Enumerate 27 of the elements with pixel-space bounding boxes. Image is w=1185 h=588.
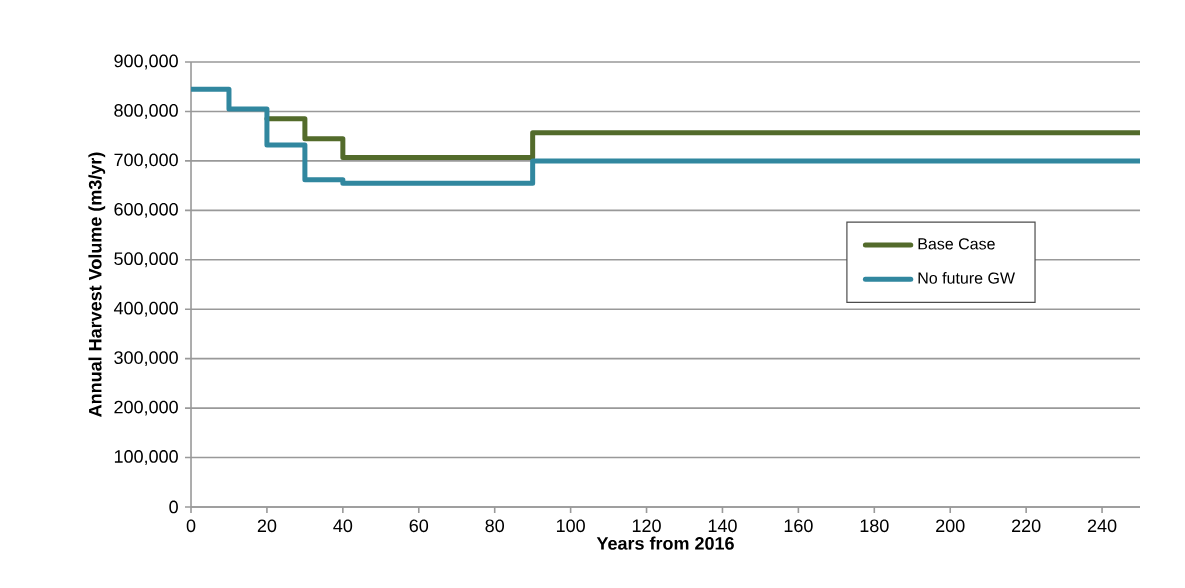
x-axis-title: Years from 2016 xyxy=(596,536,734,550)
legend-label: No future GW xyxy=(918,272,1015,284)
x-tick-label: 20 xyxy=(257,519,277,533)
x-tick-label: 240 xyxy=(1087,519,1117,533)
x-tick-label: 0 xyxy=(186,519,196,533)
y-tick-label: 800,000 xyxy=(114,104,178,119)
y-tick-label: 200,000 xyxy=(114,400,178,416)
x-tick-label: 160 xyxy=(784,519,813,533)
y-tick-label: 600,000 xyxy=(114,202,178,218)
x-tick-label: 140 xyxy=(708,519,737,533)
y-tick-label: 700,000 xyxy=(114,153,178,169)
y-tick-label: 300,000 xyxy=(114,351,178,367)
x-tick-label: 220 xyxy=(1012,519,1041,533)
legend-label: Base Case xyxy=(918,238,995,250)
x-tick-label: 100 xyxy=(556,519,585,533)
y-tick-label: 100,000 xyxy=(114,450,178,465)
x-tick-label: 200 xyxy=(936,519,965,533)
y-tick-label: 400,000 xyxy=(113,301,178,317)
x-tick-label: 60 xyxy=(409,519,429,533)
y-tick-label: 0 xyxy=(169,500,178,514)
x-tick-label: 120 xyxy=(632,519,661,533)
x-tick-label: 40 xyxy=(333,519,353,533)
x-tick-label: 80 xyxy=(485,519,505,533)
x-tick-label: 180 xyxy=(860,519,889,533)
y-axis-title: Annual Harvest Volume (m3/yr) xyxy=(88,152,106,417)
y-tick-label: 900,000 xyxy=(114,54,178,70)
y-tick-label: 500,000 xyxy=(114,252,178,268)
